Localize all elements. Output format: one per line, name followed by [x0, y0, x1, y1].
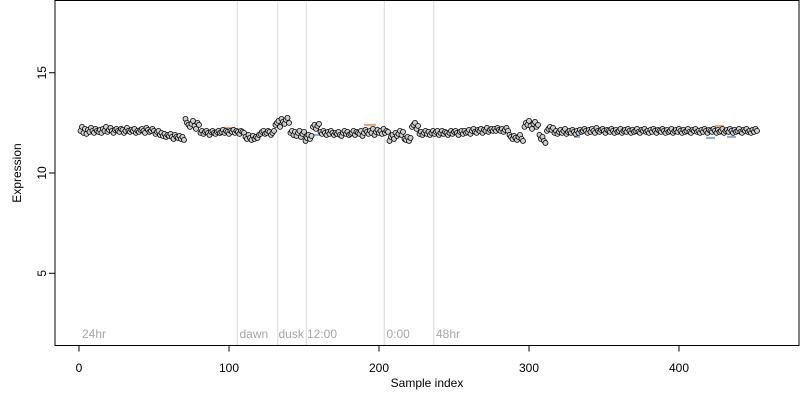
data-points — [77, 114, 760, 146]
y-axis: 5 10 15 — [35, 66, 56, 277]
x-tick-label: 400 — [669, 361, 689, 375]
plot-frame — [54, 0, 800, 346]
data-point — [308, 132, 315, 139]
data-point — [542, 140, 549, 146]
data-point — [385, 128, 391, 135]
y-tick-label: 10 — [35, 166, 49, 180]
region-separators — [236, 0, 435, 346]
data-point — [407, 134, 414, 141]
data-point — [284, 114, 291, 121]
region-label: 48hr — [436, 327, 460, 341]
data-point — [277, 123, 283, 130]
data-point — [193, 125, 199, 132]
data-point — [754, 127, 760, 134]
data-point — [301, 128, 307, 135]
region-label: 24hr — [82, 327, 106, 341]
region-label: dusk — [279, 327, 305, 341]
region-label: 12:00 — [307, 327, 337, 341]
x-tick-label: 200 — [369, 361, 389, 375]
data-point — [535, 121, 541, 128]
x-tick-label: 0 — [76, 361, 83, 375]
data-point — [286, 119, 292, 126]
x-tick-label: 100 — [219, 361, 239, 375]
data-point — [196, 121, 202, 128]
x-axis-title: Sample index — [391, 376, 464, 390]
x-tick-label: 300 — [519, 361, 539, 375]
data-point — [271, 127, 277, 134]
region-label: dawn — [240, 327, 269, 341]
region-label: 0:00 — [387, 327, 411, 341]
data-point — [316, 120, 322, 127]
y-axis-title: Expression — [10, 143, 24, 202]
data-point — [415, 122, 421, 129]
data-point — [400, 128, 406, 135]
data-point — [526, 117, 532, 124]
data-point — [520, 138, 526, 144]
y-tick-label: 5 — [35, 270, 49, 277]
y-tick-label: 15 — [35, 66, 49, 80]
region-labels: 24hr dawn dusk 12:00 0:00 48hr — [82, 327, 460, 341]
x-axis: 0 100 200 300 400 — [76, 345, 689, 375]
data-point — [181, 137, 187, 143]
